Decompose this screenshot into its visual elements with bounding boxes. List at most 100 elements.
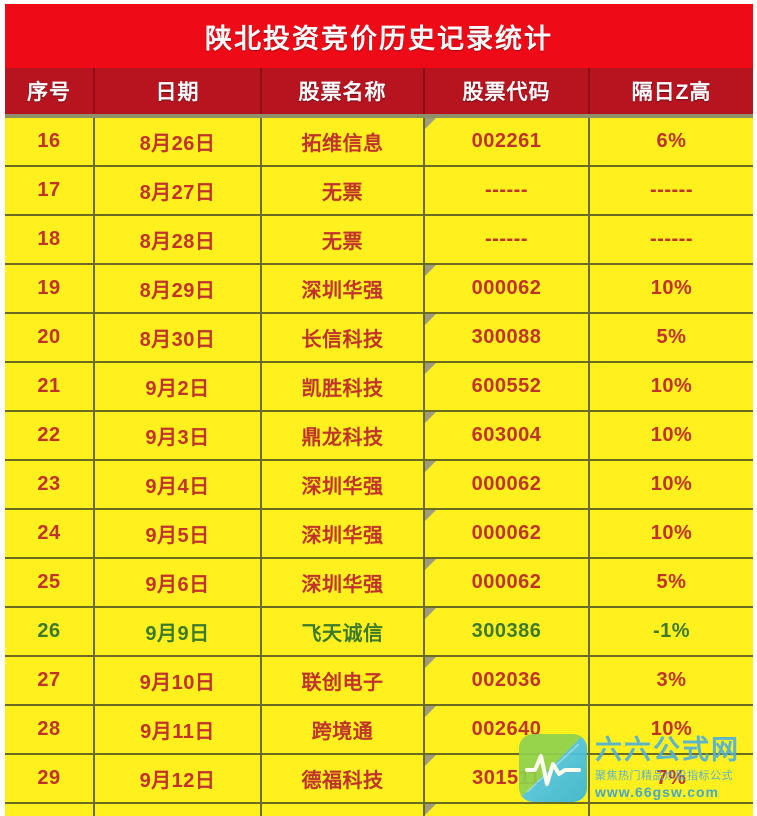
cell-date[interactable]: 8月27日 (95, 167, 262, 214)
cell-next-day-high[interactable]: 10% (590, 510, 753, 557)
cell-date[interactable]: 9月5日 (95, 510, 262, 557)
cell-date[interactable]: 9月2日 (95, 363, 262, 410)
cell-stock-code[interactable]: 002261 (425, 118, 590, 165)
table-row[interactable]: 16 8月26日 拓维信息 002261 6% (5, 118, 753, 167)
cell-next-day-high[interactable]: 5% (590, 314, 753, 361)
cell-stock-code[interactable]: 000062 (425, 559, 590, 606)
cell-stock-name[interactable]: 无票 (262, 167, 425, 214)
cell-stock-code-text: 300088 (471, 326, 542, 348)
cell-stock-name[interactable]: 深圳华强 (262, 510, 425, 557)
cell-date[interactable]: 8月30日 (95, 314, 262, 361)
table-row[interactable]: 22 9月3日 鼎龙科技 603004 10% (5, 412, 753, 461)
cell-date[interactable]: 9月13日 (95, 804, 262, 816)
cell-date[interactable]: 9月9日 (95, 608, 262, 655)
cell-stock-name[interactable]: 深圳华强 (262, 559, 425, 606)
cell-stock-code[interactable]: 000062 (425, 461, 590, 508)
cell-next-day-high[interactable]: 6% (590, 118, 753, 165)
cell-seq[interactable]: 24 (5, 510, 95, 557)
comment-indicator-icon (425, 559, 436, 570)
cell-seq[interactable]: 17 (5, 167, 95, 214)
table-row[interactable]: 23 9月4日 深圳华强 000062 10% (5, 461, 753, 510)
cell-next-day-high[interactable]: ------ (590, 216, 753, 263)
cell-date[interactable]: 8月26日 (95, 118, 262, 165)
cell-stock-code[interactable]: 000062 (425, 265, 590, 312)
table-row[interactable]: 21 9月2日 凯胜科技 600552 10% (5, 363, 753, 412)
cell-stock-code[interactable]: 002640 (425, 706, 590, 753)
cell-seq[interactable]: 22 (5, 412, 95, 459)
cell-stock-name-text: 长信科技 (301, 329, 384, 351)
cell-seq[interactable]: 18 (5, 216, 95, 263)
cell-date-text: 9月6日 (145, 574, 210, 596)
table-row[interactable]: 29 9月12日 德福科技 301511 7% (5, 755, 753, 804)
cell-next-day-high[interactable]: 10% (590, 412, 753, 459)
cell-seq[interactable]: 19 (5, 265, 95, 312)
cell-date[interactable]: 9月12日 (95, 755, 262, 802)
cell-next-day-high[interactable]: 5% (590, 559, 753, 606)
cell-date[interactable]: 8月29日 (95, 265, 262, 312)
cell-next-day-high[interactable]: -1% (590, 608, 753, 655)
cell-seq[interactable]: 16 (5, 118, 95, 165)
cell-seq[interactable]: 26 (5, 608, 95, 655)
cell-stock-code[interactable]: 603004 (425, 412, 590, 459)
cell-seq[interactable]: 20 (5, 314, 95, 361)
cell-stock-code[interactable]: 002036 (425, 657, 590, 704)
table-row[interactable]: 28 9月11日 跨境通 002640 10% (5, 706, 753, 755)
cell-stock-name[interactable]: 飞天诚信 (262, 608, 425, 655)
cell-next-day-high[interactable]: ------ (590, 167, 753, 214)
table-row[interactable]: 25 9月6日 深圳华强 000062 5% (5, 559, 753, 608)
cell-date[interactable]: 9月10日 (95, 657, 262, 704)
table-row[interactable]: 27 9月10日 联创电子 002036 3% (5, 657, 753, 706)
cell-stock-code[interactable]: 000062 (425, 510, 590, 557)
cell-date[interactable]: 9月11日 (95, 706, 262, 753)
cell-stock-name[interactable]: 鼎龙科技 (262, 412, 425, 459)
cell-seq[interactable]: 30 (5, 804, 95, 816)
cell-next-day-high[interactable]: 3% (590, 657, 753, 704)
cell-next-day-high-text: ------ (650, 228, 693, 250)
cell-stock-code[interactable]: 301511 (425, 755, 590, 802)
cell-date[interactable]: 9月3日 (95, 412, 262, 459)
cell-seq[interactable]: 28 (5, 706, 95, 753)
cell-stock-name[interactable]: 德福科技 (262, 755, 425, 802)
cell-stock-name[interactable]: 无票 (262, 216, 425, 263)
cell-stock-name[interactable]: 跨境通 (262, 706, 425, 753)
cell-stock-name[interactable]: 拓维信息 (262, 118, 425, 165)
cell-stock-name[interactable]: 长信科技 (262, 314, 425, 361)
cell-next-day-high-text: 10% (650, 473, 693, 495)
cell-next-day-high[interactable]: 10% (590, 363, 753, 410)
cell-stock-code[interactable]: 600552 (425, 363, 590, 410)
cell-date[interactable]: 8月28日 (95, 216, 262, 263)
cell-seq[interactable]: 23 (5, 461, 95, 508)
cell-seq[interactable]: 29 (5, 755, 95, 802)
table-row[interactable]: 18 8月28日 无票 ------ ------ (5, 216, 753, 265)
cell-stock-name[interactable]: 深圳华强 (262, 461, 425, 508)
cell-date[interactable]: 9月6日 (95, 559, 262, 606)
cell-next-day-high[interactable]: 10% (590, 461, 753, 508)
cell-stock-code[interactable]: 300386 (425, 608, 590, 655)
table-row[interactable]: 24 9月5日 深圳华强 000062 10% (5, 510, 753, 559)
cell-stock-code[interactable]: 300088 (425, 314, 590, 361)
cell-stock-code[interactable]: 000948 (425, 804, 590, 816)
table-row[interactable]: 19 8月29日 深圳华强 000062 10% (5, 265, 753, 314)
cell-date-text: 8月28日 (139, 231, 216, 253)
cell-stock-name[interactable]: 南天信息 (262, 804, 425, 816)
cell-stock-code[interactable]: ------ (425, 216, 590, 263)
cell-seq[interactable]: 27 (5, 657, 95, 704)
cell-next-day-high[interactable] (590, 804, 753, 816)
cell-seq-text: 24 (37, 522, 61, 544)
cell-stock-name[interactable]: 深圳华强 (262, 265, 425, 312)
cell-seq[interactable]: 21 (5, 363, 95, 410)
table-row[interactable]: 17 8月27日 无票 ------ ------ (5, 167, 753, 216)
cell-stock-name[interactable]: 联创电子 (262, 657, 425, 704)
cell-next-day-high-text: 6% (656, 130, 687, 152)
cell-date-text: 8月29日 (139, 280, 216, 302)
cell-seq[interactable]: 25 (5, 559, 95, 606)
cell-next-day-high[interactable]: 10% (590, 265, 753, 312)
table-row[interactable]: 309月13日南天信息000948 (5, 804, 753, 816)
cell-next-day-high[interactable]: 10% (590, 706, 753, 753)
cell-next-day-high[interactable]: 7% (590, 755, 753, 802)
cell-date[interactable]: 9月4日 (95, 461, 262, 508)
cell-stock-code[interactable]: ------ (425, 167, 590, 214)
cell-stock-name[interactable]: 凯胜科技 (262, 363, 425, 410)
table-row[interactable]: 26 9月9日 飞天诚信 300386 -1% (5, 608, 753, 657)
table-row[interactable]: 20 8月30日 长信科技 300088 5% (5, 314, 753, 363)
